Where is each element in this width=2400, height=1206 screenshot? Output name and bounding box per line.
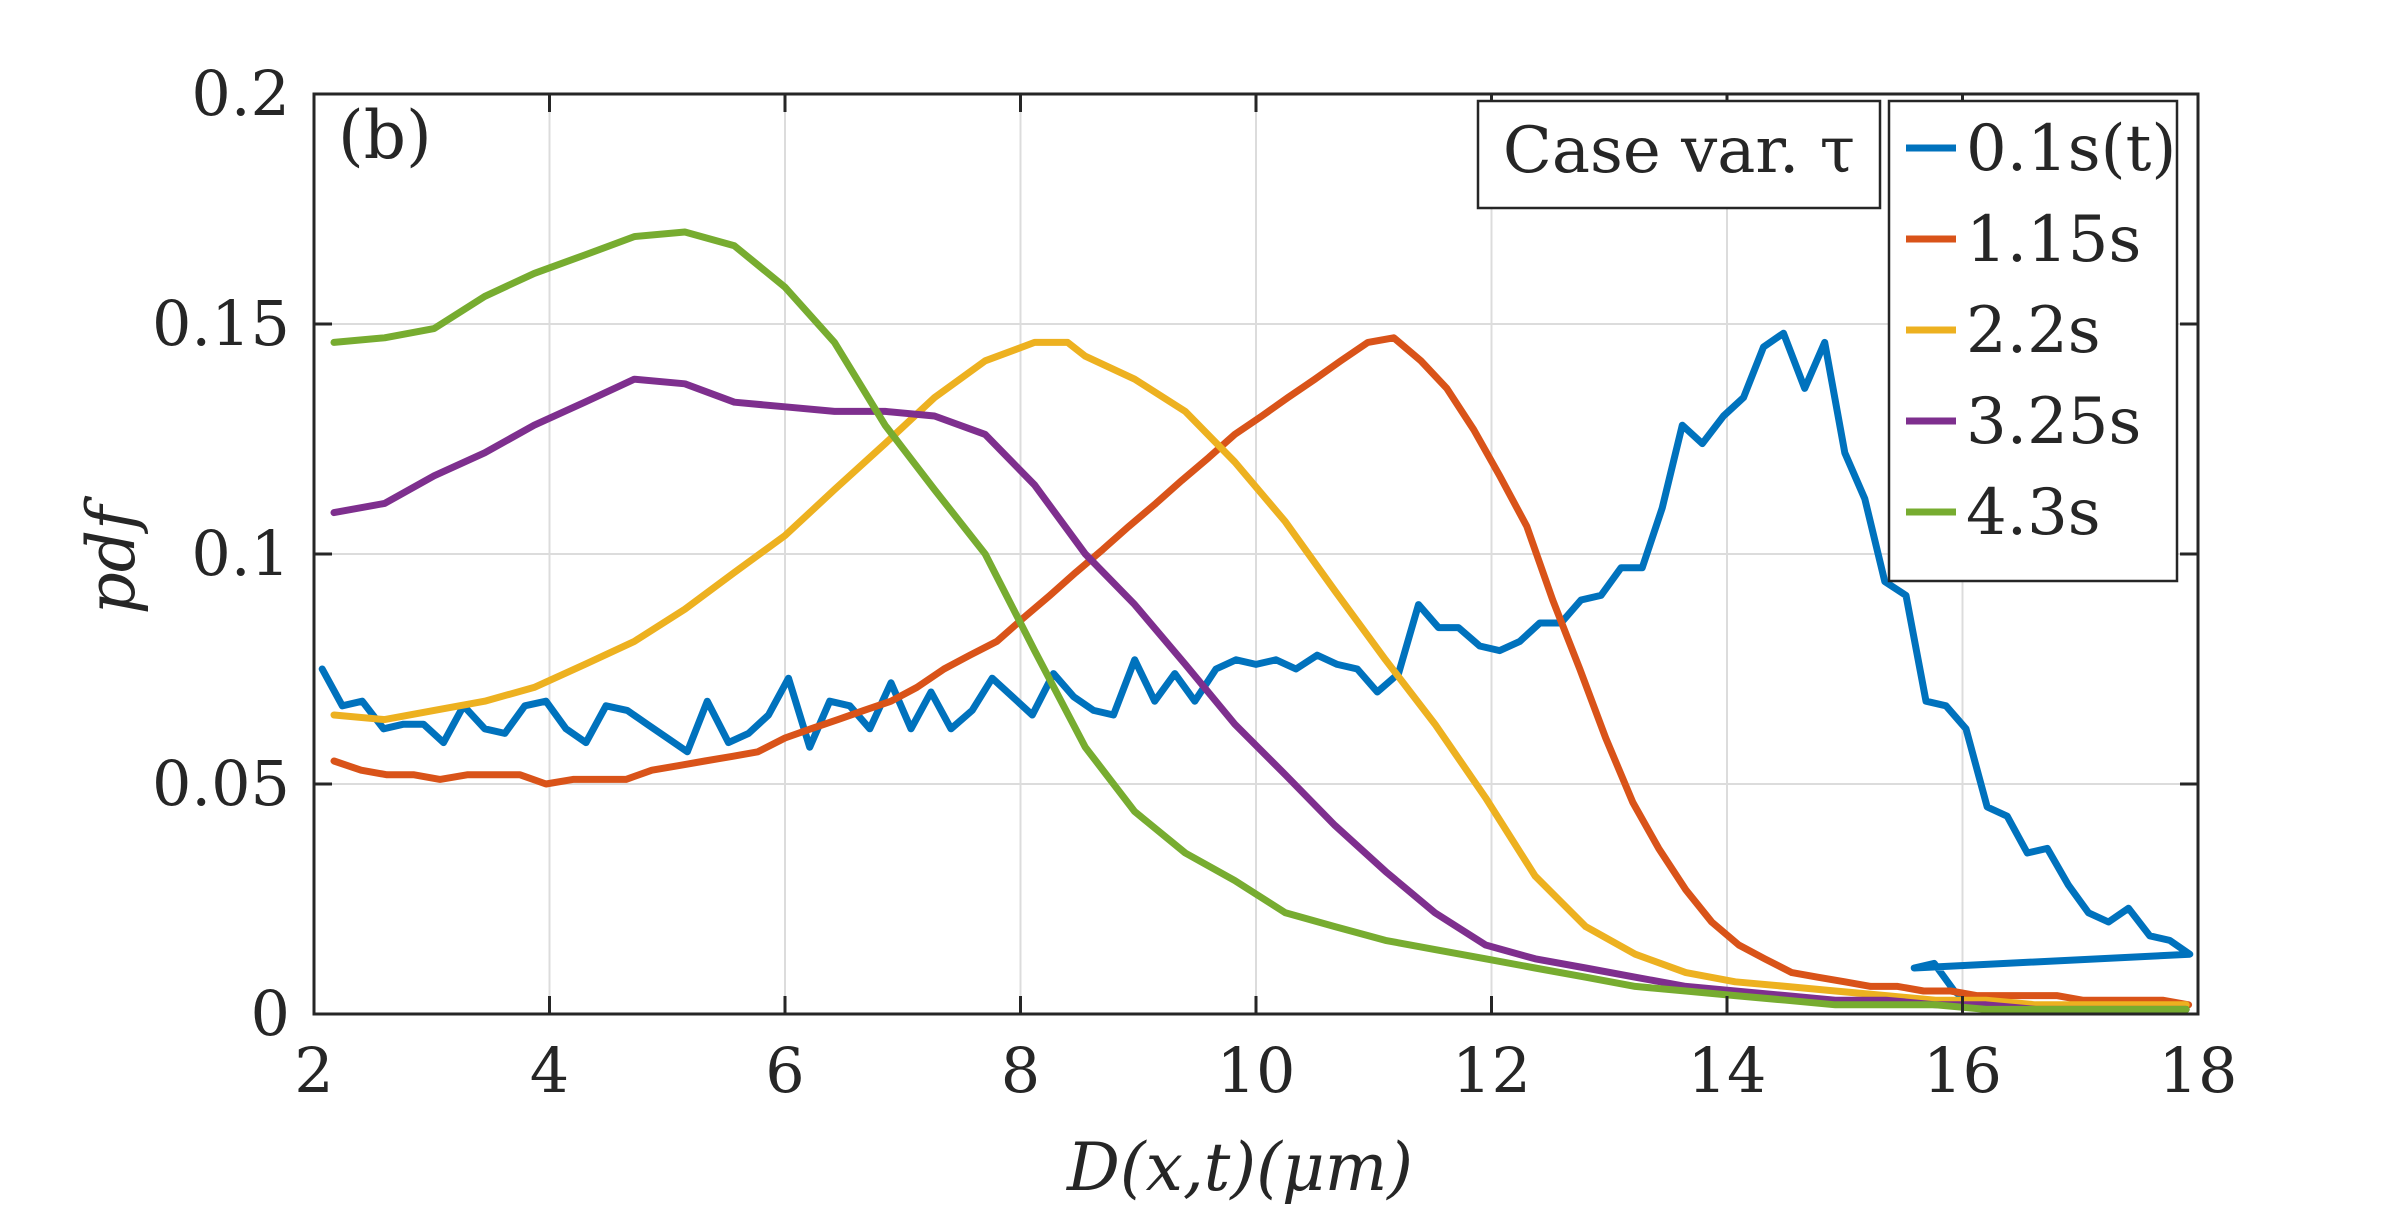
x-tick-label: 14	[1688, 1034, 1767, 1107]
y-tick-label: 0.05	[152, 747, 290, 820]
legend-title: Case var. τ	[1503, 114, 1855, 188]
x-tick-label: 12	[1452, 1034, 1531, 1107]
y-axis-label: pdf	[73, 495, 150, 614]
series-line-4-3s	[330, 228, 2190, 1013]
x-tick-label: 2	[294, 1034, 333, 1107]
legend-entry-label: 2.2s	[1966, 294, 2101, 368]
legend-entry-label: 3.25s	[1966, 385, 2141, 459]
panel-label: (b)	[338, 97, 432, 174]
x-tick-label: 4	[530, 1034, 569, 1107]
series-line-2-2s	[330, 338, 2190, 1009]
y-axis-ticks: 0 0.05 0.1 0.15 0.2	[152, 57, 2198, 1050]
y-tick-label: 0.1	[191, 517, 290, 590]
legend-entry-label: 1.15s	[1966, 203, 2141, 277]
y-tick-label: 0.2	[191, 57, 290, 130]
x-tick-label: 10	[1217, 1034, 1296, 1107]
legend-title-box: Case var. τ	[1476, 99, 1882, 210]
series-line-0-1s-t-	[318, 329, 2194, 1004]
series-lines	[318, 228, 2194, 1013]
y-tick-label: 0.15	[152, 287, 290, 360]
x-tick-label: 18	[2159, 1034, 2238, 1107]
x-tick-label: 8	[1001, 1034, 1040, 1107]
legend-entry-label: 0.1s(t)	[1966, 112, 2176, 186]
legend-entry-label: 4.3s	[1966, 476, 2101, 550]
x-axis-label: D(x,t)(μm)	[1066, 1129, 1413, 1206]
series-line-1-15s	[330, 334, 2193, 1009]
x-tick-label: 16	[1923, 1034, 2002, 1107]
x-tick-label: 6	[765, 1034, 804, 1107]
x-axis-ticks: 2 4 6 8 10 12 14 16 18	[294, 94, 2237, 1107]
legend: 0.1s(t) 1.15s 2.2s 3.25s 4.3s	[1887, 99, 2179, 583]
legend-title-frame	[1476, 99, 1882, 210]
legend-frame	[1887, 99, 2179, 583]
y-tick-label: 0	[251, 977, 290, 1050]
series-line-3-25s	[330, 375, 2190, 1013]
